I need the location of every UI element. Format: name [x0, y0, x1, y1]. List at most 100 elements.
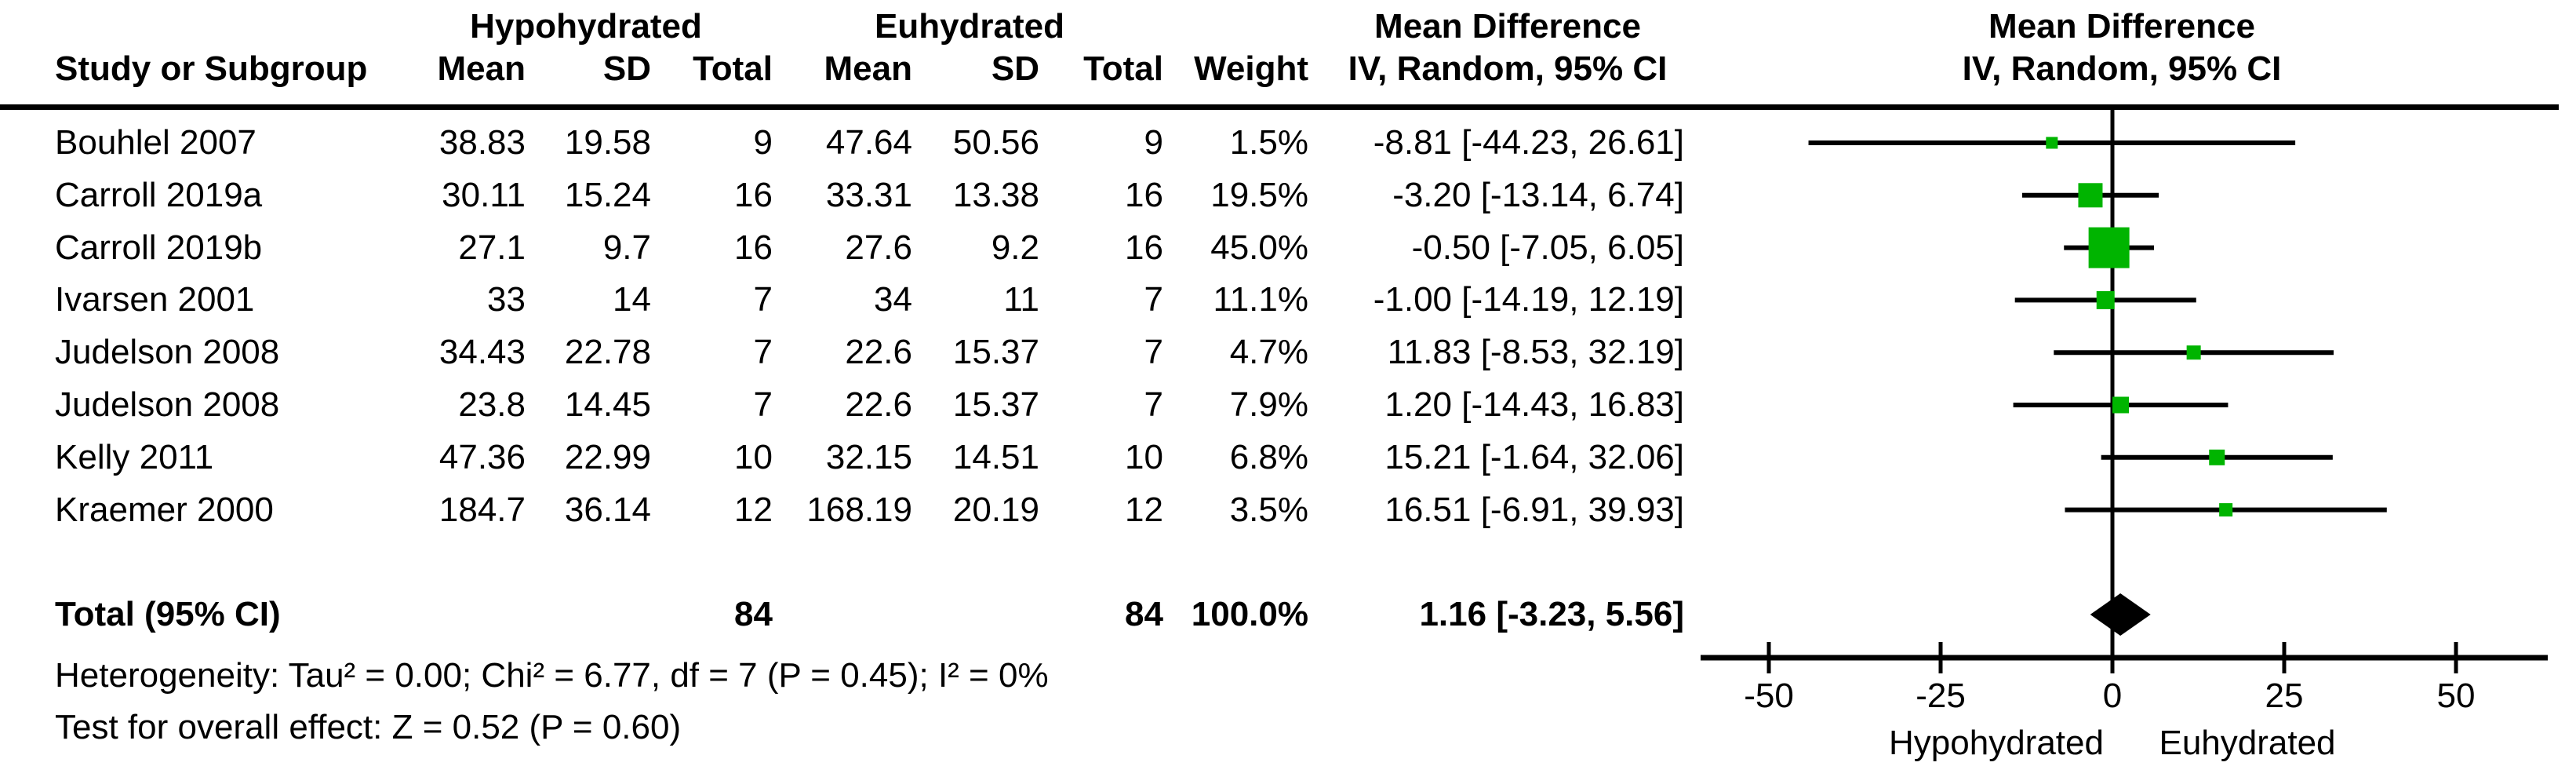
header-divider-line — [0, 104, 2559, 110]
study-cell-h_total: 7 — [753, 333, 773, 371]
study-cell-h_sd: 22.99 — [564, 438, 651, 476]
study-cell-e_total: 9 — [1144, 123, 1163, 162]
study-cell-name: Ivarsen 2001 — [55, 280, 255, 319]
study-cell-h_sd: 9.7 — [602, 228, 651, 267]
study-cell-e_sd: 20.19 — [952, 491, 1039, 529]
heterogeneity-stats: Heterogeneity: Tau² = 0.00; Chi² = 6.77,… — [55, 656, 1049, 695]
study-cell-h_total: 12 — [734, 491, 773, 529]
study-cell-e_mean: 32.15 — [825, 438, 912, 476]
column-header-weight: Weight — [1194, 49, 1308, 88]
total-cell-label: Total (95% CI) — [55, 595, 281, 633]
study-cell-e_total: 12 — [1125, 491, 1163, 529]
column-group-euhydrated: Euhydrated — [874, 7, 1065, 46]
total-cell-h_total: 84 — [734, 595, 773, 633]
study-cell-md_text: 11.83 [-8.53, 32.19] — [1387, 333, 1684, 371]
study-cell-e_total: 16 — [1125, 176, 1163, 214]
study-cell-md_text: -8.81 [-44.23, 26.61] — [1373, 123, 1684, 162]
study-cell-e_mean: 27.6 — [845, 228, 912, 267]
study-cell-h_sd: 14 — [613, 280, 651, 319]
mean-square — [2112, 396, 2130, 414]
study-cell-e_mean: 168.19 — [806, 491, 912, 529]
study-cell-h_total: 7 — [753, 280, 773, 319]
mean-square — [2046, 137, 2058, 149]
study-cell-h_sd: 19.58 — [564, 123, 651, 162]
study-cell-name: Judelson 2008 — [55, 333, 280, 371]
axis-tick-label: 50 — [2436, 677, 2476, 715]
study-cell-e_total: 7 — [1144, 333, 1163, 371]
summary-diamond — [2090, 593, 2151, 636]
study-cell-h_mean: 30.11 — [442, 176, 526, 214]
total-cell-e_total: 84 — [1125, 595, 1163, 633]
mean-square — [2088, 227, 2130, 268]
study-cell-weight: 3.5% — [1229, 491, 1308, 529]
study-cell-name: Kraemer 2000 — [55, 491, 274, 529]
study-cell-e_sd: 9.2 — [991, 228, 1039, 267]
study-cell-md_text: 1.20 [-14.43, 16.83] — [1384, 385, 1684, 424]
study-cell-h_total: 16 — [734, 176, 773, 214]
column-header-eu-total: Total — [1083, 49, 1163, 88]
total-cell-weight: 100.0% — [1191, 595, 1308, 633]
study-cell-h_mean: 34.43 — [438, 333, 526, 371]
mean-square — [2209, 449, 2225, 465]
study-cell-md_text: 15.21 [-1.64, 32.06] — [1384, 438, 1684, 476]
study-cell-h_mean: 33 — [487, 280, 526, 319]
column-header-hypo-total: Total — [693, 49, 773, 88]
study-cell-name: Bouhlel 2007 — [55, 123, 257, 162]
study-cell-weight: 1.5% — [1229, 123, 1308, 162]
study-cell-md_text: -3.20 [-13.14, 6.74] — [1392, 176, 1684, 214]
column-header-hypo-sd: SD — [602, 49, 651, 88]
column-header-iv-random-ci: IV, Random, 95% CI — [1348, 49, 1668, 88]
study-cell-name: Carroll 2019a — [55, 176, 263, 214]
study-cell-e_mean: 47.64 — [825, 123, 912, 162]
study-cell-weight: 4.7% — [1229, 333, 1308, 371]
study-cell-e_sd: 15.37 — [952, 385, 1039, 424]
study-cell-e_mean: 22.6 — [845, 385, 912, 424]
overall-effect-stats: Test for overall effect: Z = 0.52 (P = 0… — [55, 708, 682, 746]
study-cell-h_total: 9 — [753, 123, 773, 162]
column-header-eu-sd: SD — [991, 49, 1039, 88]
study-cell-e_sd: 50.56 — [952, 123, 1039, 162]
axis-tick-label: 0 — [2102, 677, 2123, 715]
study-cell-e_sd: 15.37 — [952, 333, 1039, 371]
column-header-study: Study or Subgroup — [55, 49, 368, 88]
study-cell-weight: 6.8% — [1229, 438, 1308, 476]
study-cell-weight: 45.0% — [1210, 228, 1308, 267]
study-cell-h_mean: 38.83 — [438, 123, 526, 162]
study-cell-name: Carroll 2019b — [55, 228, 263, 267]
column-group-hypohydrated: Hypohydrated — [470, 7, 702, 46]
mean-square — [2186, 345, 2201, 360]
study-cell-h_mean: 47.36 — [438, 438, 526, 476]
study-cell-e_sd: 13.38 — [952, 176, 1039, 214]
study-cell-e_total: 16 — [1125, 228, 1163, 267]
total-cell-md_text: 1.16 [-3.23, 5.56] — [1419, 595, 1684, 633]
study-cell-h_mean: 27.1 — [458, 228, 526, 267]
study-cell-e_sd: 14.51 — [952, 438, 1039, 476]
study-cell-h_sd: 22.78 — [564, 333, 651, 371]
study-cell-h_sd: 36.14 — [564, 491, 651, 529]
study-cell-e_total: 7 — [1144, 280, 1163, 319]
study-cell-name: Judelson 2008 — [55, 385, 280, 424]
study-cell-weight: 7.9% — [1229, 385, 1308, 424]
study-cell-name: Kelly 2011 — [55, 438, 214, 476]
column-header-eu-mean: Mean — [824, 49, 912, 88]
study-cell-h_mean: 184.7 — [438, 491, 526, 529]
study-cell-e_mean: 34 — [874, 280, 912, 319]
study-cell-e_mean: 22.6 — [845, 333, 912, 371]
study-cell-md_text: -0.50 [-7.05, 6.05] — [1411, 228, 1684, 267]
column-group-mean-difference: Mean Difference — [1374, 7, 1641, 46]
mean-square — [2096, 290, 2115, 309]
study-cell-e_sd: 11 — [1003, 280, 1039, 319]
study-cell-h_sd: 14.45 — [564, 385, 651, 424]
axis-favours-right-label: Euhydrated — [2159, 724, 2336, 762]
study-cell-e_total: 7 — [1144, 385, 1163, 424]
study-cell-h_sd: 15.24 — [564, 176, 651, 214]
axis-tick-label: -25 — [1916, 677, 1966, 715]
study-cell-h_total: 10 — [734, 438, 773, 476]
study-cell-e_mean: 33.31 — [825, 176, 912, 214]
plot-header-iv-random-ci: IV, Random, 95% CI — [1962, 49, 2282, 88]
study-cell-weight: 11.1% — [1213, 280, 1309, 319]
study-cell-weight: 19.5% — [1210, 176, 1308, 214]
axis-favours-left-label: Hypohydrated — [1889, 724, 2104, 762]
